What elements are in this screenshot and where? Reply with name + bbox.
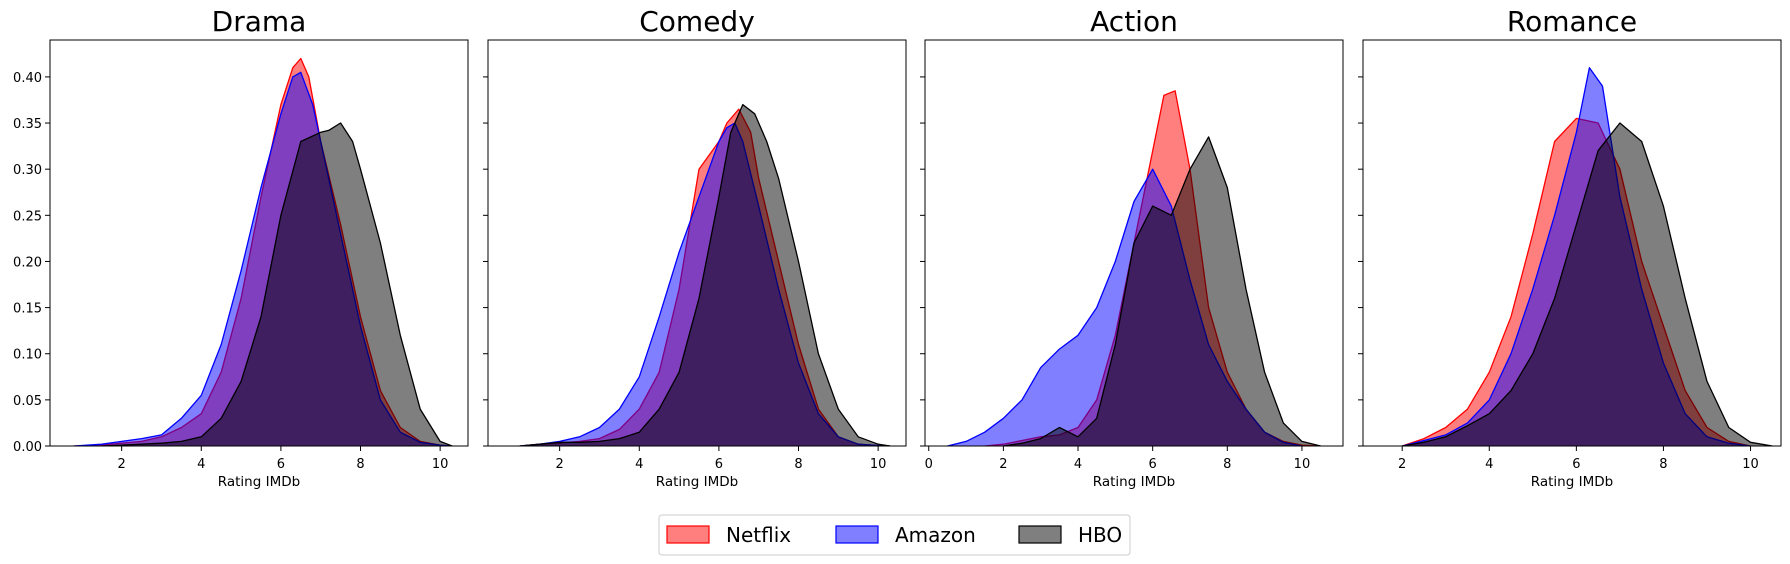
y-tick-label: 0.20	[13, 255, 42, 270]
y-tick-label: 0.00	[13, 440, 42, 455]
density-line-hbo	[519, 103, 891, 446]
density-line-hbo	[1402, 122, 1773, 446]
panel-title: Drama	[212, 5, 307, 38]
plot-area	[947, 90, 1321, 446]
x-axis-label: Rating IMDb	[1093, 474, 1175, 490]
y-tick-label: 0.15	[13, 302, 42, 317]
x-tick-label: 10	[870, 457, 887, 472]
density-area-hbo	[1402, 123, 1773, 446]
x-tick-label: 6	[1572, 457, 1580, 472]
x-tick-label: 8	[1223, 457, 1231, 472]
x-tick-label: 6	[1149, 457, 1157, 472]
x-tick-label: 4	[1485, 457, 1493, 472]
legend: Netflix Amazon HBO	[658, 514, 1131, 556]
density-area-hbo	[1003, 136, 1321, 446]
axes-frame	[49, 39, 469, 447]
x-tick-label: 10	[432, 457, 449, 472]
x-axis-label: Rating IMDb	[218, 474, 300, 490]
y-tick-label: 0.05	[13, 394, 42, 409]
x-tick-label: 2	[118, 457, 126, 472]
x-tick-label: 10	[1742, 457, 1759, 472]
panel-title: Action	[1090, 5, 1178, 38]
plot-area	[1401, 67, 1773, 446]
x-tick-label: 2	[556, 457, 564, 472]
density-line-hbo	[1003, 136, 1321, 446]
y-tick-label: 0.40	[13, 71, 42, 86]
x-tick-label: 6	[277, 457, 285, 472]
x-tick-label: 4	[635, 457, 643, 472]
legend-frame	[658, 514, 1131, 556]
legend-swatch-netflix	[666, 525, 710, 544]
legend-swatch-amazon	[835, 525, 879, 544]
legend-label-hbo: HBO	[1078, 523, 1122, 547]
x-tick-label: 8	[356, 457, 364, 472]
density-line-hbo	[101, 122, 453, 446]
legend-label-netflix: Netflix	[726, 523, 791, 547]
x-tick-label: 8	[1659, 457, 1667, 472]
y-tick-label: 0.35	[13, 117, 42, 132]
density-area-hbo	[519, 104, 891, 446]
legend-label-amazon: Amazon	[895, 523, 976, 547]
panel-romance: Romance 2 4 6 8 10 Rating IMDb	[1358, 5, 1782, 490]
y-tick-label: 0.30	[13, 163, 42, 178]
axes-frame	[924, 39, 1344, 447]
panel-title: Romance	[1507, 5, 1637, 38]
y-tick-label: 0.10	[13, 348, 42, 363]
panel-action: Action 0 2 4 6 8 10 Rating IMDb	[920, 5, 1344, 490]
panel-comedy: Comedy 2 4 6 8 10 Rating IMDb	[483, 5, 907, 490]
x-tick-label: 10	[1294, 457, 1311, 472]
x-tick-label: 4	[1074, 457, 1082, 472]
x-tick-label: 8	[794, 457, 802, 472]
y-tick-label: 0.25	[13, 209, 42, 224]
plot-area	[519, 103, 891, 446]
axes-frame	[487, 39, 907, 447]
x-axis-label: Rating IMDb	[1531, 474, 1613, 490]
x-tick-label: 2	[1398, 457, 1406, 472]
axes-frame	[1362, 39, 1782, 447]
x-tick-label: 4	[197, 457, 205, 472]
density-area-hbo	[101, 123, 453, 446]
x-tick-label: 6	[715, 457, 723, 472]
panel-title: Comedy	[639, 5, 755, 38]
plot-area	[73, 57, 453, 446]
legend-swatch-hbo	[1018, 525, 1062, 544]
panel-drama: Drama 2 4 6 8 10 0.00 0.05 0.10 0.15 0.20 0.25 0.30 0…	[13, 5, 469, 490]
x-tick-label: 2	[999, 457, 1007, 472]
x-axis-label: Rating IMDb	[656, 474, 738, 490]
x-tick-label: 0	[925, 457, 933, 472]
